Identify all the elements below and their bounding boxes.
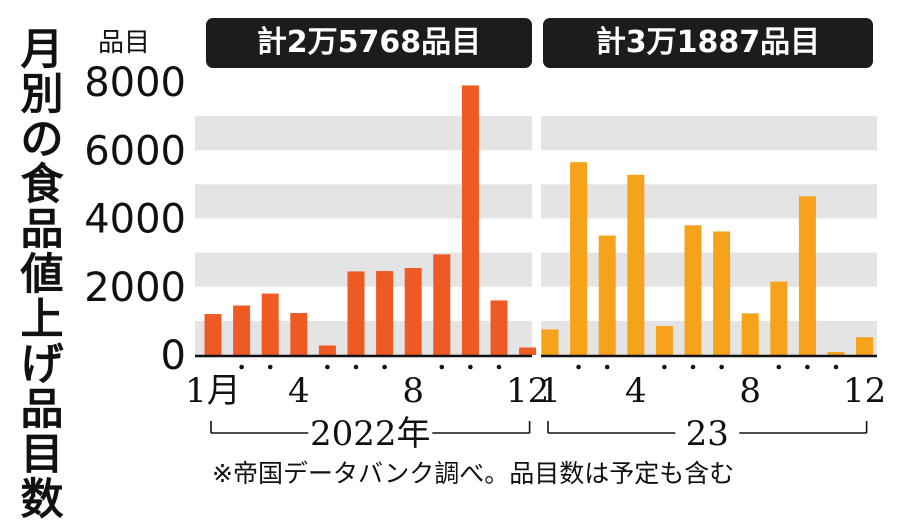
month-tick-dot xyxy=(325,364,330,370)
month-tick-dot xyxy=(833,364,839,370)
month-tick-dot xyxy=(382,364,387,370)
x-tick-label: 12 xyxy=(843,371,886,411)
month-tick-dot xyxy=(239,364,244,370)
x-tick-label: 8 xyxy=(402,371,424,411)
x-tick-label: 4 xyxy=(625,371,647,411)
chart-title-char: 目 xyxy=(20,430,64,480)
grid-band xyxy=(541,320,877,355)
bar xyxy=(856,337,874,355)
x-tick-label: 8 xyxy=(739,371,761,411)
month-tick-dot xyxy=(662,364,667,370)
y-tick-label: 4000 xyxy=(84,197,186,243)
bar xyxy=(404,267,422,355)
chart-title-char: 別 xyxy=(20,70,64,120)
month-tick-dot xyxy=(468,364,473,370)
bar xyxy=(570,162,588,355)
source-note: ※帝国データバンク調べ。品目数は予定も含む xyxy=(212,459,735,488)
grid-band xyxy=(541,252,877,287)
month-tick-dot xyxy=(267,364,273,370)
month-tick-dot xyxy=(496,364,502,370)
bar xyxy=(627,174,645,355)
bar xyxy=(541,329,559,355)
chart-title-char: 品 xyxy=(20,205,64,255)
y-tick-label: 6000 xyxy=(84,128,186,174)
chart-title-char: 上 xyxy=(20,295,64,345)
chart-title-char: の xyxy=(20,115,64,165)
chart-title-char: 値 xyxy=(20,250,64,300)
month-tick-dot xyxy=(719,364,724,370)
bar xyxy=(519,347,537,355)
chart-title-char: げ xyxy=(20,340,64,390)
bar xyxy=(490,300,508,355)
bar xyxy=(684,225,702,355)
grid-band xyxy=(541,184,877,219)
month-tick-dot xyxy=(353,364,359,370)
month-tick-dot xyxy=(776,364,782,370)
grid-band xyxy=(541,116,877,151)
month-tick-dot xyxy=(576,364,581,370)
bar xyxy=(598,235,616,355)
y-tick-label: 0 xyxy=(161,333,186,379)
bar xyxy=(376,271,394,355)
y-tick-label: 8000 xyxy=(84,60,186,106)
x-tick-label: 4 xyxy=(288,371,310,411)
bar xyxy=(290,313,308,355)
total-badge-2022: 計2万5768品目 xyxy=(206,18,532,68)
total-badge-2023: 計3万1887品目 xyxy=(543,18,873,68)
bar xyxy=(233,305,251,355)
grid-band xyxy=(195,184,532,219)
month-tick-dot xyxy=(805,364,810,370)
x-tick-label: 12 xyxy=(506,371,549,411)
chart-title-char: 食 xyxy=(20,160,64,210)
x-tick-label: 1 xyxy=(539,371,561,411)
month-tick-dot xyxy=(439,364,445,370)
bar xyxy=(798,196,816,355)
chart-title-char: 品 xyxy=(20,385,64,435)
bar xyxy=(261,293,279,355)
bar xyxy=(713,231,731,355)
bar-chart: 0 2000 4000 6000 8000 1月 4 8 12 2022年 1 4 8 12 23 xyxy=(84,60,886,454)
period-label: 23 xyxy=(686,414,729,454)
month-tick-dot xyxy=(604,364,610,370)
bar xyxy=(318,345,336,355)
month-tick-dot xyxy=(690,364,696,370)
y-axis-unit: 品目 xyxy=(98,28,151,58)
chart-title-char: 月 xyxy=(20,25,64,75)
period-label: 2022年 xyxy=(310,414,431,454)
y-tick-label: 2000 xyxy=(84,265,186,311)
bar xyxy=(741,313,759,355)
bar xyxy=(347,271,365,355)
bar xyxy=(770,281,788,355)
bar xyxy=(827,351,845,355)
x-tick-label: 1月 xyxy=(185,371,241,411)
chart-title: 月別の食品値上げ品目数 xyxy=(14,28,70,523)
bar xyxy=(433,254,451,355)
bar xyxy=(655,325,673,355)
bar xyxy=(204,314,222,355)
grid-band xyxy=(195,116,532,151)
bar xyxy=(461,85,479,355)
